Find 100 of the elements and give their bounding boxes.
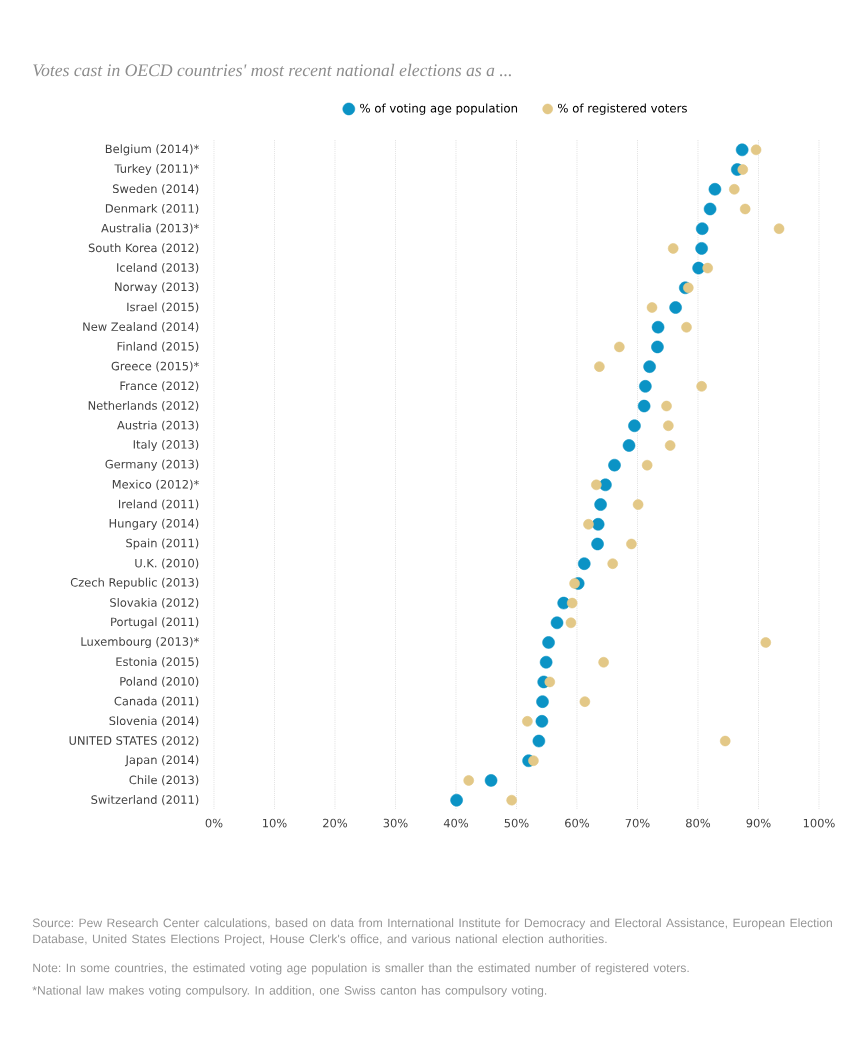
point: [750, 144, 762, 156]
y-tick-label: UNITED STATES (2012): [69, 735, 199, 747]
point: [664, 440, 676, 451]
point: [626, 538, 637, 550]
point: [637, 399, 651, 413]
point: [594, 361, 605, 372]
legend-label: % of voting age population: [360, 103, 518, 115]
text: *National law makes voting compulsory. In addition, one Swiss canton has compulsory voting.: [32, 985, 547, 998]
y-tick-label: Czech Republic (2013): [70, 577, 199, 589]
y-tick-label: Netherlands (2012): [88, 400, 199, 412]
point: [661, 400, 672, 412]
x-tick-label: 70%: [625, 818, 650, 828]
x-tick-label: 40%: [443, 818, 469, 828]
point: [591, 479, 602, 491]
x-tick-label: 0%: [205, 818, 223, 828]
point: [622, 439, 636, 452]
point: [703, 202, 717, 216]
point: [760, 637, 772, 648]
point: [695, 222, 709, 235]
point: [641, 459, 653, 471]
point: [667, 243, 679, 254]
y-tick-label: Germany (2013): [105, 459, 199, 471]
point: [542, 636, 555, 649]
y-tick-label: Finland (2015): [117, 341, 199, 353]
x-tick-label: 80%: [686, 818, 711, 828]
point: [643, 360, 656, 373]
point: [729, 184, 740, 195]
point: [739, 203, 751, 215]
point: [737, 164, 749, 175]
legend-label: % of registered voters: [557, 103, 687, 115]
y-tick-label: Portugal (2011): [111, 617, 199, 629]
point: [702, 262, 713, 274]
y-tick-label: Israel (2015): [127, 302, 199, 313]
point: [696, 381, 707, 392]
y-tick-label: Hungary (2014): [109, 518, 199, 530]
y-tick-label: Ireland (2011): [118, 499, 199, 510]
point: [450, 793, 463, 807]
point: [528, 755, 539, 767]
point: [583, 519, 594, 530]
point: [569, 578, 580, 589]
y-tick-label: Chile (2013): [129, 775, 199, 786]
y-tick-label: U.K. (2010): [135, 558, 199, 569]
y-tick-label: Italy (2013): [133, 439, 199, 451]
point: [566, 597, 578, 609]
point: [614, 341, 625, 353]
point: [579, 696, 591, 707]
y-tick-label: New Zealand (2014): [83, 322, 199, 333]
y-tick-label: Slovakia (2012): [110, 598, 199, 609]
point: [591, 518, 605, 531]
point: [598, 656, 609, 668]
x-tick-label: 90%: [746, 818, 771, 828]
source-note: Source: Pew Research Center calculations, based on data from International Institute for Democracy and Electoral Assistance, European Election Database, United States Elections Project, House Clerk's office, and various national election authorities.: [32, 918, 832, 946]
y-tick-label: Belgium (2014)*: [105, 144, 199, 156]
point: [719, 735, 731, 747]
point: [681, 321, 692, 333]
point: [651, 320, 665, 334]
point: [735, 143, 749, 157]
point: [628, 419, 641, 433]
point: [695, 242, 708, 255]
point: [577, 557, 591, 570]
point: [669, 301, 682, 314]
y-tick-label: Luxembourg (2013)*: [81, 636, 199, 649]
point: [484, 774, 498, 787]
point: [522, 716, 533, 727]
point: [463, 775, 474, 786]
point: [536, 695, 549, 708]
y-tick-label: Switzerland (2011): [91, 795, 199, 806]
point: [608, 458, 621, 472]
y-tick-label: Norway (2013): [115, 282, 199, 294]
point: [607, 558, 618, 569]
point: [550, 616, 564, 630]
point: [535, 715, 549, 728]
point: [532, 734, 546, 748]
point: [646, 302, 658, 313]
y-tick-label: Slovenia (2014): [109, 716, 199, 727]
y-tick-label: Sweden (2014): [112, 184, 199, 195]
y-tick-label: Estonia (2015): [116, 657, 199, 668]
y-tick-label: Greece (2015)*: [111, 361, 199, 372]
x-tick-label: 50%: [504, 818, 529, 828]
y-tick-label: Australia (2013)*: [101, 223, 199, 234]
y-tick-label: Mexico (2012)*: [112, 479, 199, 490]
point: [544, 676, 556, 688]
point: [773, 223, 785, 234]
y-tick-label: Austria (2013): [117, 420, 199, 431]
point: [708, 183, 722, 196]
point: [565, 617, 577, 629]
y-tick-label: Spain (2011): [126, 538, 199, 550]
x-tick-label: 20%: [323, 818, 348, 828]
point: [506, 794, 517, 806]
point: [594, 498, 607, 511]
y-tick-label: Iceland (2013): [117, 263, 199, 274]
y-tick-label: Canada (2011): [114, 696, 199, 707]
point: [632, 499, 644, 510]
x-tick-label: 10%: [263, 818, 287, 828]
point: [591, 537, 604, 551]
point: [639, 380, 652, 393]
point: [651, 340, 664, 354]
point: [663, 420, 674, 432]
x-tick-label: 60%: [565, 818, 590, 828]
text: Note: In some countries, the estimated voting age population is smaller than the estimated number of registered voters.: [33, 963, 689, 975]
